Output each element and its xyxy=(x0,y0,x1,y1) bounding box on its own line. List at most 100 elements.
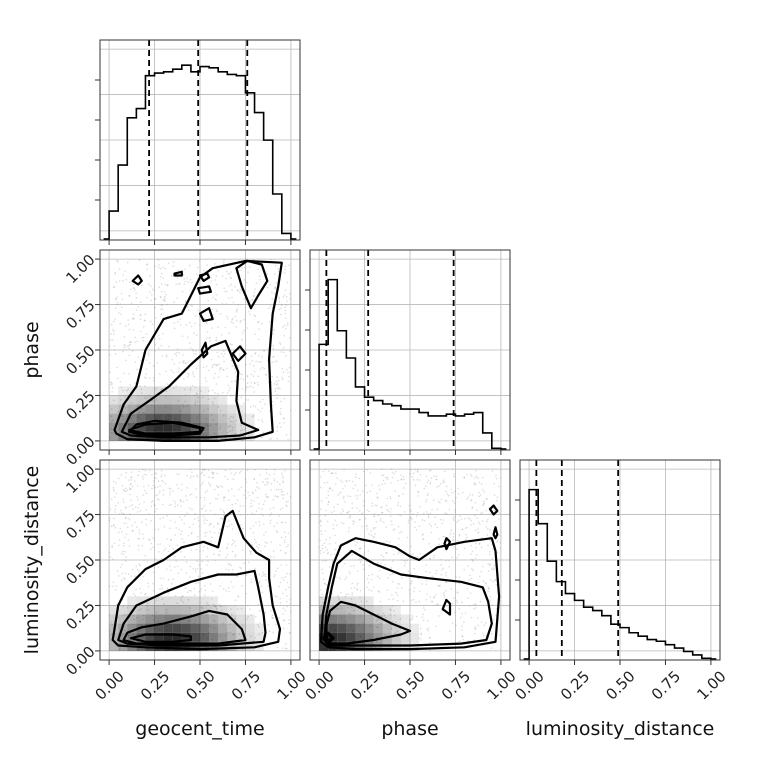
joint-phase-luminosity_distance-scatter-point xyxy=(487,587,490,590)
joint-phase-luminosity_distance-scatter-point xyxy=(443,535,446,538)
joint-geocent_time-phase-scatter-point xyxy=(282,371,285,373)
joint-geocent_time-luminosity_distance-scatter-point xyxy=(286,505,288,507)
joint-phase-luminosity_distance-scatter-point xyxy=(354,544,357,546)
joint-geocent_time-phase-scatter-point xyxy=(230,415,232,418)
joint-geocent_time-luminosity_distance-scatter-point xyxy=(285,643,287,645)
joint-geocent_time-luminosity_distance-scatter-point xyxy=(231,544,233,546)
joint-geocent_time-phase-scatter-point xyxy=(286,324,289,326)
joint-phase-luminosity_distance-scatter-point xyxy=(425,500,427,503)
joint-geocent_time-phase-scatter-point xyxy=(220,333,223,336)
joint-geocent_time-luminosity_distance-density-cell xyxy=(181,605,191,615)
joint-geocent_time-phase-scatter-point xyxy=(157,266,160,269)
joint-geocent_time-phase-scatter-point xyxy=(139,301,142,303)
joint-geocent_time-luminosity_distance-scatter-point xyxy=(187,620,190,623)
joint-geocent_time-luminosity_distance-scatter-point xyxy=(155,611,158,614)
joint-phase-luminosity_distance-scatter-point xyxy=(455,576,457,578)
joint-geocent_time-phase-scatter-point xyxy=(277,379,280,382)
joint-phase-luminosity_distance-scatter-point xyxy=(495,578,497,581)
joint-geocent_time-luminosity_distance-scatter-point xyxy=(280,564,282,566)
joint-geocent_time-phase-scatter-point xyxy=(119,399,122,401)
joint-geocent_time-phase-contour-6 xyxy=(198,272,211,282)
joint-phase-luminosity_distance-scatter-point xyxy=(347,530,350,533)
joint-geocent_time-luminosity_distance-scatter-point xyxy=(274,595,277,597)
joint-geocent_time-luminosity_distance-scatter-point xyxy=(196,567,199,570)
joint-phase-luminosity_distance-scatter-point xyxy=(321,568,323,571)
joint-geocent_time-phase-density-cell xyxy=(172,386,182,396)
joint-phase-luminosity_distance-scatter-point xyxy=(490,647,493,649)
joint-geocent_time-luminosity_distance-scatter-point xyxy=(227,543,229,545)
joint-phase-luminosity_distance-density-cell xyxy=(328,623,338,633)
joint-geocent_time-luminosity_distance-scatter-point xyxy=(277,495,279,498)
joint-geocent_time-luminosity_distance-scatter-point xyxy=(221,517,224,520)
joint-phase-luminosity_distance-scatter-point xyxy=(454,509,456,511)
joint-phase-luminosity_distance-scatter-point xyxy=(463,621,465,623)
joint-geocent_time-phase-scatter-point xyxy=(285,304,288,307)
joint-phase-luminosity_distance-scatter-point xyxy=(453,546,456,548)
joint-geocent_time-phase-scatter-point xyxy=(245,399,247,401)
joint-phase-luminosity_distance-scatter-point xyxy=(345,620,348,623)
joint-geocent_time-phase-scatter-point xyxy=(109,371,111,374)
joint-phase-luminosity_distance-scatter-point xyxy=(495,607,498,610)
joint-geocent_time-luminosity_distance-scatter-point xyxy=(192,567,195,570)
joint-geocent_time-luminosity_distance-scatter-point xyxy=(224,469,227,472)
joint-geocent_time-luminosity_distance-scatter-point xyxy=(236,608,239,610)
joint-geocent_time-luminosity_distance-scatter-point xyxy=(190,549,192,551)
joint-geocent_time-luminosity_distance-scatter-point xyxy=(245,592,247,595)
joint-phase-luminosity_distance-scatter-point xyxy=(390,520,393,523)
joint-phase-luminosity_distance-scatter-point xyxy=(385,552,388,555)
joint-geocent_time-luminosity_distance-scatter-point xyxy=(287,500,289,503)
joint-phase-luminosity_distance-density-cell xyxy=(346,632,356,642)
joint-phase-luminosity_distance-scatter-point xyxy=(477,581,480,584)
joint-phase-luminosity_distance-scatter-point xyxy=(454,511,457,513)
joint-phase-luminosity_distance-scatter-point xyxy=(376,626,379,629)
joint-phase-luminosity_distance-scatter-point xyxy=(359,596,361,599)
joint-geocent_time-phase-scatter-point xyxy=(215,437,217,440)
joint-phase-luminosity_distance-scatter-point xyxy=(473,482,476,484)
joint-phase-luminosity_distance-scatter-point xyxy=(410,599,413,602)
joint-phase-luminosity_distance-scatter-point xyxy=(495,499,498,502)
joint-geocent_time-phase-scatter-point xyxy=(275,281,277,284)
joint-geocent_time-phase-scatter-point xyxy=(273,273,276,276)
joint-phase-luminosity_distance-scatter-point xyxy=(406,559,409,562)
joint-geocent_time-luminosity_distance-scatter-point xyxy=(152,537,154,539)
joint-geocent_time-phase-scatter-point xyxy=(223,350,225,353)
joint-geocent_time-phase-scatter-point xyxy=(238,353,241,356)
joint-geocent_time-phase-scatter-point xyxy=(239,432,242,435)
joint-geocent_time-luminosity_distance-scatter-point xyxy=(271,617,274,620)
joint-phase-luminosity_distance-scatter-point xyxy=(410,518,413,521)
joint-geocent_time-luminosity_distance-scatter-point xyxy=(228,499,230,501)
joint-phase-luminosity_distance-scatter-point xyxy=(350,587,353,590)
joint-geocent_time-luminosity_distance-scatter-point xyxy=(197,519,200,522)
joint-geocent_time-phase-scatter-point xyxy=(189,278,192,281)
joint-phase-luminosity_distance-scatter-point xyxy=(368,510,370,513)
joint-phase-luminosity_distance-scatter-point xyxy=(396,504,399,507)
joint-geocent_time-phase-scatter-point xyxy=(252,405,255,407)
joint-geocent_time-luminosity_distance-scatter-point xyxy=(230,608,232,611)
joint-phase-luminosity_distance-scatter-point xyxy=(375,527,377,529)
joint-phase-luminosity_distance-scatter-point xyxy=(474,603,477,605)
joint-phase-luminosity_distance-scatter-point xyxy=(319,588,322,591)
joint-phase-luminosity_distance-scatter-point xyxy=(398,551,400,553)
joint-phase-luminosity_distance-scatter-point xyxy=(381,483,383,486)
joint-geocent_time-luminosity_distance-scatter-point xyxy=(285,588,287,591)
joint-phase-luminosity_distance-scatter-point xyxy=(383,614,386,617)
joint-geocent_time-luminosity_distance-scatter-point xyxy=(222,497,225,500)
joint-phase-luminosity_distance-scatter-point xyxy=(469,574,471,577)
joint-geocent_time-luminosity_distance-scatter-point xyxy=(183,541,185,544)
joint-geocent_time-phase-density-cell xyxy=(136,386,146,396)
joint-geocent_time-phase-scatter-point xyxy=(112,339,114,341)
joint-geocent_time-luminosity_distance-density-cell xyxy=(236,641,246,651)
joint-geocent_time-phase-scatter-point xyxy=(144,319,146,322)
joint-geocent_time-luminosity_distance-scatter-point xyxy=(249,527,252,530)
joint-geocent_time-phase-scatter-point xyxy=(245,281,248,284)
joint-geocent_time-phase-scatter-point xyxy=(216,351,219,354)
joint-phase-luminosity_distance-scatter-point xyxy=(461,528,464,531)
joint-phase-luminosity_distance-scatter-point xyxy=(359,589,362,592)
joint-geocent_time-luminosity_distance-scatter-point xyxy=(122,498,124,500)
joint-geocent_time-phase-density-cell xyxy=(227,413,237,423)
joint-geocent_time-luminosity_distance-scatter-point xyxy=(261,575,263,577)
joint-phase-luminosity_distance-scatter-point xyxy=(373,513,376,515)
joint-geocent_time-phase-scatter-point xyxy=(149,320,152,323)
joint-geocent_time-phase-scatter-point xyxy=(219,425,221,427)
joint-geocent_time-luminosity_distance-density-cell xyxy=(163,623,173,633)
